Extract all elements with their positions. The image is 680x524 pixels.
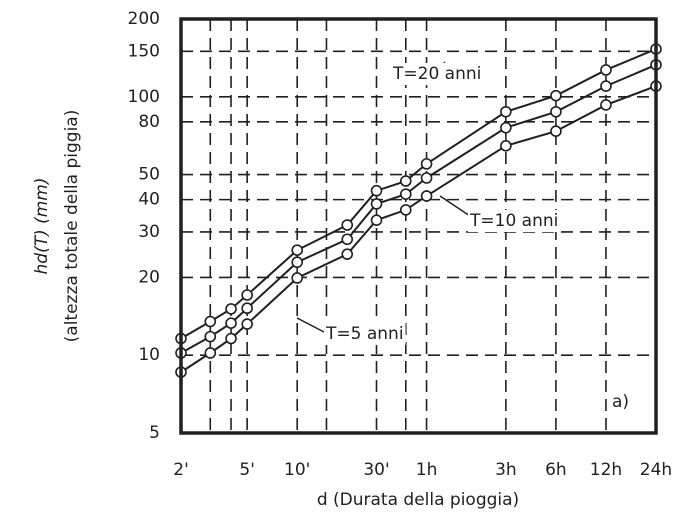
y-tick-label: 5 [149, 423, 160, 443]
data-point [204, 347, 217, 359]
label-background [468, 210, 561, 232]
y-tick-label: 150 [128, 41, 160, 61]
data-point [500, 121, 512, 134]
label-background [324, 323, 406, 345]
x-axis-label: d (Durata della pioggia) [317, 490, 519, 510]
data-point [225, 303, 237, 315]
data-point [341, 233, 354, 246]
data-point [225, 317, 237, 330]
y-tick-label: 200 [128, 9, 160, 29]
series-label: T=5 anni [325, 324, 404, 344]
x-tick-label: 5' [239, 460, 255, 480]
y-tick-label: 80 [138, 112, 160, 132]
data-point [341, 219, 354, 231]
data-point [420, 190, 433, 202]
y-tick-label: 10 [138, 345, 160, 365]
data-point [241, 318, 253, 330]
data-point [600, 64, 612, 76]
data-point [550, 105, 562, 118]
data-point [341, 248, 354, 260]
y-tick-label: 100 [128, 87, 160, 107]
y-tick-label: 30 [138, 222, 160, 242]
data-point [291, 256, 303, 269]
data-point [291, 244, 303, 256]
data-point [291, 272, 303, 284]
data-point [399, 188, 412, 200]
data-point [241, 302, 253, 315]
y-tick-label: 20 [138, 267, 160, 287]
y-tick-label: 50 [138, 165, 160, 185]
series-line [180, 85, 657, 373]
leader-line [439, 195, 471, 217]
data-point [204, 330, 217, 343]
data-point [550, 125, 562, 137]
x-tick-label: 1h [416, 460, 438, 480]
data-point [370, 184, 383, 197]
data-point [600, 99, 612, 111]
x-tick-label: 6h [545, 460, 567, 480]
y-axis-label: hd(T) (mm) [32, 177, 52, 274]
data-point [399, 204, 412, 216]
data-point [370, 214, 383, 227]
x-tick-label: 24h [640, 460, 672, 480]
series-label: T=20 anni [392, 64, 481, 84]
data-point [500, 105, 512, 118]
series-label: T=10 anni [469, 211, 558, 231]
data-point [370, 198, 383, 210]
data-point [399, 175, 412, 187]
label-background [391, 63, 484, 85]
plot-frame [179, 17, 658, 435]
data-point [600, 80, 612, 92]
x-tick-label: 30' [363, 460, 389, 480]
data-point [225, 332, 237, 345]
y-axis-label: (altezza totale della piggia) [62, 110, 82, 343]
data-point [420, 172, 433, 184]
data-point [550, 89, 562, 102]
data-point [500, 140, 512, 152]
x-tick-label: 12h [590, 460, 622, 480]
leader-line [296, 317, 327, 334]
x-tick-label: 2' [173, 460, 189, 480]
plot [175, 43, 662, 378]
data-point [420, 158, 433, 170]
data-point [241, 289, 253, 301]
y-tick-label: 40 [138, 190, 160, 210]
x-tick-label: 10' [284, 460, 310, 480]
data-point [204, 315, 217, 328]
x-tick-label: 3h [495, 460, 517, 480]
panel-label: a) [612, 392, 629, 412]
